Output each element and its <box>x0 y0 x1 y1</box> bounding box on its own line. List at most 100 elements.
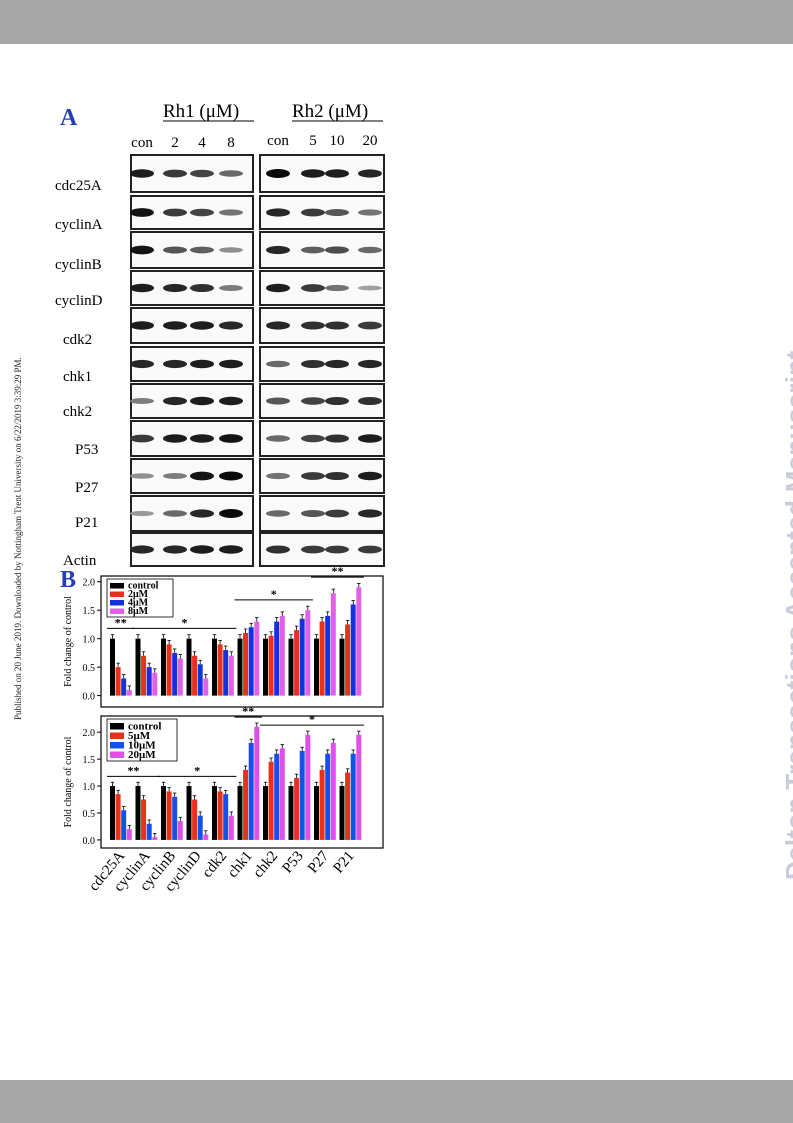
lane-label: 5 <box>309 133 317 149</box>
bar-p27-s0 <box>314 638 319 696</box>
blot-band <box>163 545 187 554</box>
lane-label: 2 <box>171 135 179 151</box>
bar-cyclina-s2 <box>146 823 152 840</box>
footer-bar <box>0 1080 793 1123</box>
legend-label: 20μM <box>128 749 156 761</box>
y-tick-label: 0.5 <box>83 663 96 674</box>
bar-p53-s0 <box>288 786 294 840</box>
blot-band <box>325 397 349 405</box>
blot-band <box>325 434 349 443</box>
bar-p53-s2 <box>299 618 305 696</box>
blot-band <box>219 434 243 443</box>
blot-band <box>190 321 214 330</box>
legend-label: 10μM <box>128 740 156 752</box>
protein-label: chk1 <box>63 369 92 385</box>
legend-swatch <box>110 751 124 758</box>
bar-chk2-s1 <box>268 635 274 696</box>
blot-band <box>190 359 214 369</box>
bar-p53-s2 <box>299 751 305 840</box>
blot-band <box>358 321 382 330</box>
y-axis-label: Fold change of control <box>63 736 74 827</box>
category-label-p53: P53 <box>280 848 307 876</box>
blot-band <box>266 169 290 178</box>
bar-cyclina-s0 <box>135 786 141 840</box>
category-label-chk1: chk1 <box>225 848 256 881</box>
bar-p27-s3 <box>330 742 336 840</box>
bar-cdk2-s3 <box>228 815 234 840</box>
protein-label: chk2 <box>63 404 92 420</box>
blot-band <box>325 284 349 292</box>
bar-cdc25a-s1 <box>115 667 121 696</box>
bar-chk1-s0 <box>237 638 243 696</box>
blot-band <box>219 471 243 481</box>
bar-cdc25a-s2 <box>121 678 127 696</box>
blot-band <box>266 472 290 480</box>
blot-row-cdk2: cdk2 <box>63 307 385 348</box>
blot-band <box>266 435 290 442</box>
bar-cyclind-s3 <box>203 834 209 840</box>
legend-swatch <box>110 600 124 606</box>
y-tick-label: 0.0 <box>83 692 96 703</box>
blot-row-cyclinb: cyclinB <box>55 231 385 273</box>
western-blot-panel: A Rh1 (μM) Rh2 (μM) con 2 4 8 con 5 10 20 cdc25… <box>55 101 385 569</box>
bar-cyclinb-s3 <box>177 658 183 696</box>
blot-band <box>301 360 325 368</box>
bar-chk2-s2 <box>274 753 280 840</box>
bar-chk1-s1 <box>243 632 249 696</box>
blot-row-cdc25a: cdc25A <box>55 154 385 194</box>
blot-row-p21: P21 <box>75 495 385 532</box>
blot-band <box>358 471 382 481</box>
bar-cyclina-s3 <box>152 672 158 696</box>
bar-cdc25a-s3 <box>126 829 132 840</box>
bar-p27-s2 <box>325 753 331 840</box>
blot-band <box>130 398 154 404</box>
bar-cdk2-s1 <box>217 791 223 840</box>
bar-cyclind-s0 <box>186 638 192 696</box>
bar-cyclind-s0 <box>186 786 192 840</box>
blot-band <box>130 245 154 255</box>
blot-row-p27: P27 <box>75 458 385 496</box>
significance-label: * <box>181 615 187 629</box>
protein-label: cdk2 <box>63 332 92 348</box>
blot-band <box>358 246 382 254</box>
y-tick-label: 1.5 <box>83 755 96 766</box>
blot-band <box>358 359 382 369</box>
y-tick-label: 2.0 <box>83 578 96 589</box>
significance-label: * <box>271 587 277 601</box>
blot-band <box>163 283 187 293</box>
bar-p21-s1 <box>345 624 351 696</box>
blot-band <box>219 247 243 253</box>
bar-cyclinb-s3 <box>177 821 183 840</box>
blot-band <box>130 321 154 330</box>
bar-cdk2-s0 <box>212 638 217 696</box>
lane-label: 20 <box>363 133 378 149</box>
blot-band <box>130 169 154 178</box>
blot-band <box>163 246 187 254</box>
bar-cdc25a-s1 <box>115 794 121 840</box>
bar-chk2-s3 <box>279 748 285 840</box>
blot-band <box>163 321 187 330</box>
blot-band <box>266 510 290 517</box>
blot-band <box>266 397 290 405</box>
bar-p27-s2 <box>325 615 331 696</box>
blot-band <box>130 359 154 369</box>
bar-p27-s3 <box>330 593 336 696</box>
bar-cyclina-s0 <box>135 638 141 696</box>
category-label-p21: P21 <box>331 848 358 876</box>
panel-label-a: A <box>60 105 78 131</box>
blot-band <box>266 545 290 554</box>
blot-band <box>190 284 214 292</box>
panel-label-b: B <box>60 567 76 593</box>
bar-p53-s1 <box>294 630 300 696</box>
legend-label: control <box>128 581 159 592</box>
lane-label: 4 <box>198 135 206 151</box>
protein-label: P53 <box>75 442 98 458</box>
blot-band <box>219 545 243 554</box>
plot-frame <box>100 715 384 849</box>
blot-band <box>130 545 154 554</box>
bar-cyclina-s1 <box>141 655 147 696</box>
legend-swatch <box>110 742 124 749</box>
